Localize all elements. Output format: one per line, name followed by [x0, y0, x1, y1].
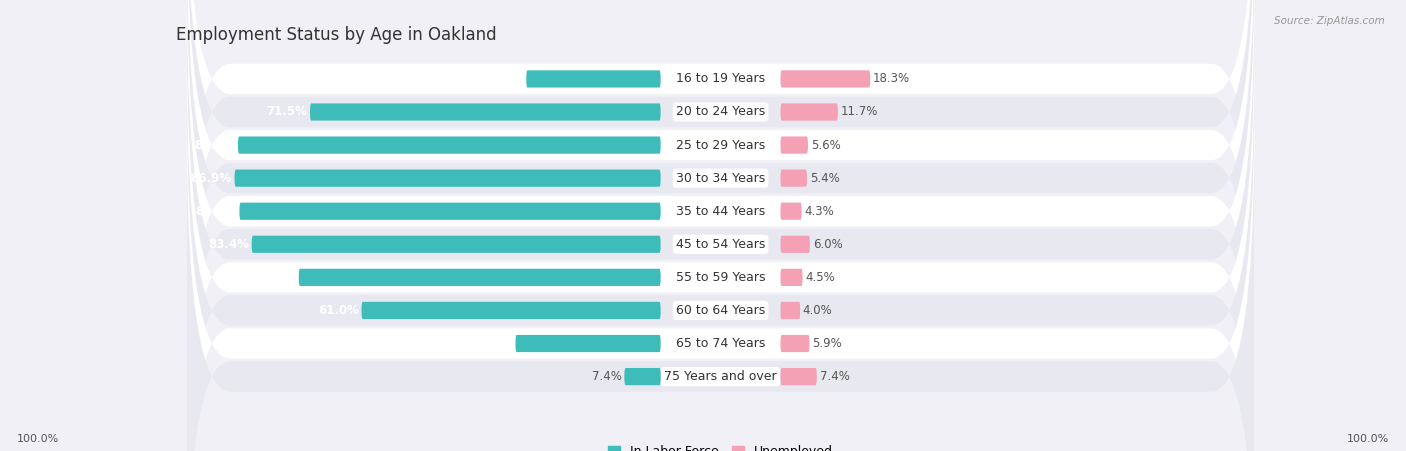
FancyBboxPatch shape	[187, 61, 1254, 451]
FancyBboxPatch shape	[187, 0, 1254, 451]
Text: 7.4%: 7.4%	[592, 370, 621, 383]
FancyBboxPatch shape	[187, 0, 1254, 361]
Text: 25 to 29 Years: 25 to 29 Years	[676, 138, 765, 152]
FancyBboxPatch shape	[624, 368, 661, 385]
Text: 73.8%: 73.8%	[254, 271, 297, 284]
Text: 7.4%: 7.4%	[820, 370, 849, 383]
FancyBboxPatch shape	[526, 70, 661, 87]
FancyBboxPatch shape	[187, 0, 1254, 428]
Text: Employment Status by Age in Oakland: Employment Status by Age in Oakland	[176, 26, 496, 44]
Text: 6.0%: 6.0%	[813, 238, 842, 251]
Text: 85.9%: 85.9%	[195, 205, 236, 218]
FancyBboxPatch shape	[780, 236, 810, 253]
Text: 86.2%: 86.2%	[194, 138, 235, 152]
Text: 4.0%: 4.0%	[803, 304, 832, 317]
FancyBboxPatch shape	[187, 127, 1254, 451]
FancyBboxPatch shape	[780, 335, 810, 352]
FancyBboxPatch shape	[238, 137, 661, 154]
FancyBboxPatch shape	[187, 28, 1254, 451]
FancyBboxPatch shape	[780, 170, 807, 187]
Text: 20 to 24 Years: 20 to 24 Years	[676, 106, 765, 119]
FancyBboxPatch shape	[780, 269, 803, 286]
Text: 11.7%: 11.7%	[841, 106, 877, 119]
Text: 71.5%: 71.5%	[267, 106, 308, 119]
FancyBboxPatch shape	[780, 202, 801, 220]
Text: 29.6%: 29.6%	[472, 337, 513, 350]
FancyBboxPatch shape	[187, 0, 1254, 395]
Text: 83.4%: 83.4%	[208, 238, 249, 251]
Text: 60 to 64 Years: 60 to 64 Years	[676, 304, 765, 317]
Text: 65 to 74 Years: 65 to 74 Years	[676, 337, 765, 350]
FancyBboxPatch shape	[239, 202, 661, 220]
Text: 27.4%: 27.4%	[482, 73, 523, 85]
FancyBboxPatch shape	[187, 0, 1254, 451]
Text: 75 Years and over: 75 Years and over	[664, 370, 778, 383]
FancyBboxPatch shape	[252, 236, 661, 253]
FancyBboxPatch shape	[780, 302, 800, 319]
FancyBboxPatch shape	[780, 137, 808, 154]
Text: Source: ZipAtlas.com: Source: ZipAtlas.com	[1274, 16, 1385, 26]
Text: 4.3%: 4.3%	[804, 205, 834, 218]
FancyBboxPatch shape	[298, 269, 661, 286]
Text: 35 to 44 Years: 35 to 44 Years	[676, 205, 765, 218]
FancyBboxPatch shape	[361, 302, 661, 319]
FancyBboxPatch shape	[187, 94, 1254, 451]
FancyBboxPatch shape	[780, 368, 817, 385]
Text: 18.3%: 18.3%	[873, 73, 910, 85]
Text: 55 to 59 Years: 55 to 59 Years	[676, 271, 765, 284]
FancyBboxPatch shape	[516, 335, 661, 352]
Text: 5.9%: 5.9%	[813, 337, 842, 350]
Text: 61.0%: 61.0%	[318, 304, 359, 317]
Text: 30 to 34 Years: 30 to 34 Years	[676, 172, 765, 184]
Text: 100.0%: 100.0%	[17, 434, 59, 444]
Text: 86.9%: 86.9%	[191, 172, 232, 184]
FancyBboxPatch shape	[235, 170, 661, 187]
FancyBboxPatch shape	[780, 103, 838, 120]
Text: 5.4%: 5.4%	[810, 172, 839, 184]
Text: 16 to 19 Years: 16 to 19 Years	[676, 73, 765, 85]
Text: 100.0%: 100.0%	[1347, 434, 1389, 444]
FancyBboxPatch shape	[780, 70, 870, 87]
Text: 45 to 54 Years: 45 to 54 Years	[676, 238, 765, 251]
FancyBboxPatch shape	[311, 103, 661, 120]
Legend: In Labor Force, Unemployed: In Labor Force, Unemployed	[607, 445, 834, 451]
FancyBboxPatch shape	[187, 0, 1254, 328]
Text: 5.6%: 5.6%	[811, 138, 841, 152]
Text: 4.5%: 4.5%	[806, 271, 835, 284]
